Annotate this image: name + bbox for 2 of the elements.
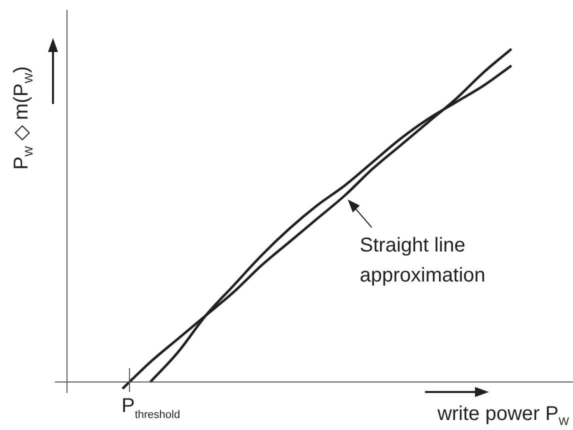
x-axis-title: write power P$_{W}$ [437, 403, 569, 428]
annotation: Straight line approximation [360, 234, 486, 287]
